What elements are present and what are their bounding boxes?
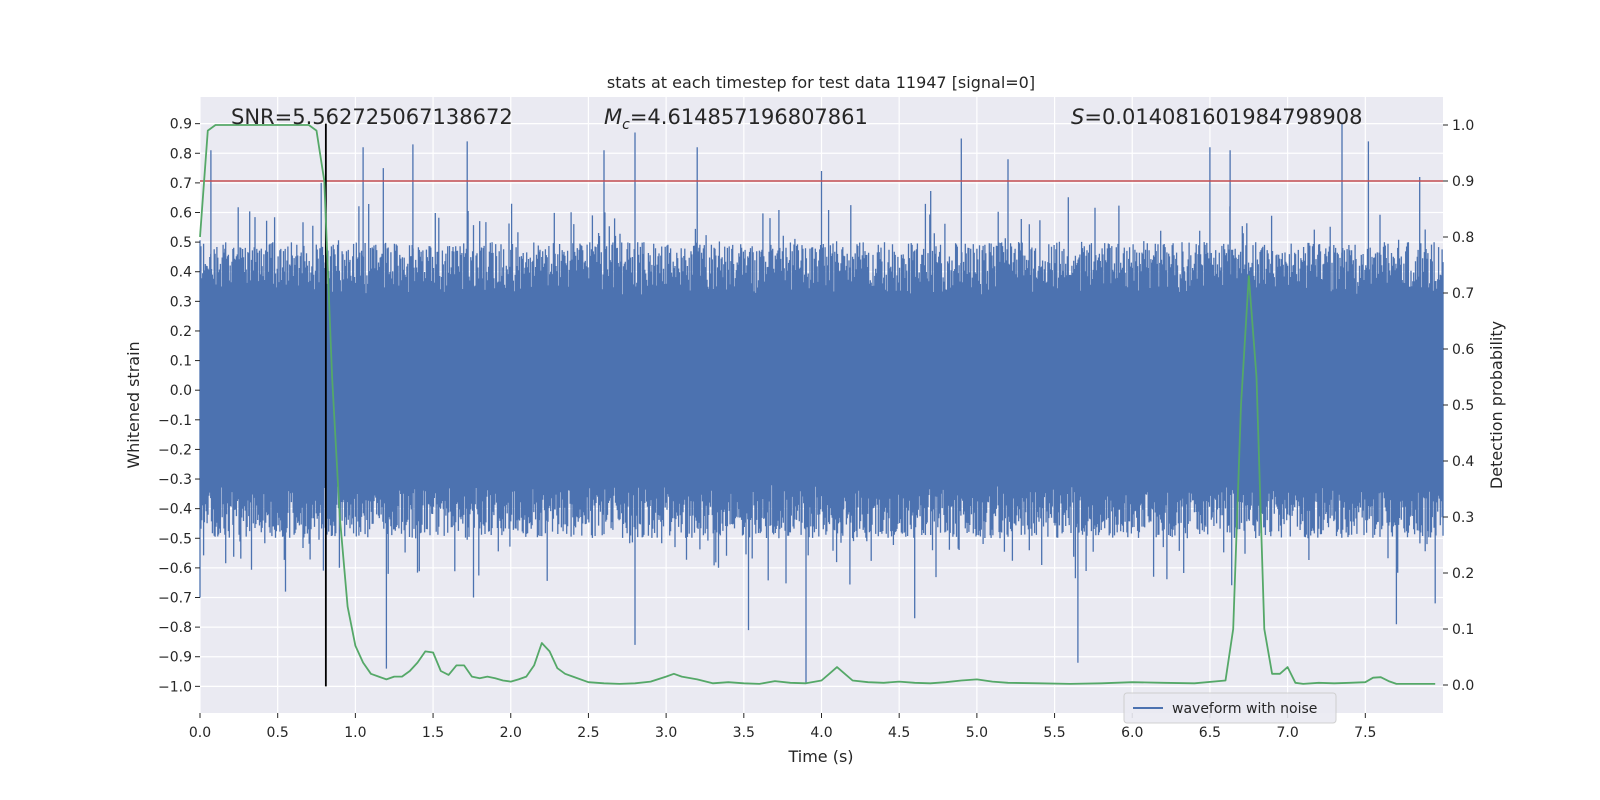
s-annotation: S=0.014081601984798908 [1071, 105, 1362, 129]
x-tick-label: 7.0 [1276, 725, 1298, 741]
y-right-tick-label: 0.4 [1452, 454, 1474, 470]
x-tick-label: 7.5 [1354, 725, 1376, 741]
y-left-tick-label: −0.4 [158, 502, 192, 518]
chart-title: stats at each timestep for test data 119… [607, 73, 1035, 92]
y-left-tick-label: −0.7 [158, 591, 192, 607]
legend-label: waveform with noise [1172, 701, 1317, 717]
y-left-tick-label: −0.9 [158, 650, 192, 666]
x-axis-ticks: 0.0 0.5 1.0 1.5 2.0 2.5 3.0 3.5 4.0 4.5 5.0 5.5 6.0 6… [189, 713, 1376, 741]
legend-box [1123, 692, 1337, 724]
y-left-tick-label: −0.2 [158, 442, 192, 458]
x-tick-label: 4.5 [888, 725, 910, 741]
chirp-mass-value: =4.614857196807861 [630, 105, 868, 129]
legend: waveform with noise [1123, 692, 1337, 724]
y-left-tick-label: 0.5 [170, 235, 192, 251]
y-right-tick-label: 0.2 [1452, 566, 1474, 582]
y-right-axis-label: Detection probability [1487, 321, 1506, 489]
x-tick-label: 5.5 [1043, 725, 1065, 741]
s-value: =0.014081601984798908 [1084, 105, 1362, 129]
y-right-tick-label: 0.0 [1452, 678, 1474, 694]
y-left-axis-label: Whitened strain [124, 341, 143, 468]
y-left-tick-label: −0.8 [158, 620, 192, 636]
y-left-tick-label: 0.4 [170, 265, 192, 281]
x-tick-label: 4.0 [810, 725, 832, 741]
y-left-tick-label: −0.3 [158, 472, 192, 488]
x-tick-label: 2.5 [577, 725, 599, 741]
y-left-tick-label: 0.3 [170, 294, 192, 310]
waveform-line [199, 123, 1444, 684]
x-tick-label: 1.0 [344, 725, 366, 741]
chirp-mass-annotation: Mc=4.614857196807861 [604, 105, 868, 133]
x-tick-label: 5.0 [966, 725, 988, 741]
y-left-tick-label: −0.1 [158, 413, 192, 429]
x-tick-label: 2.0 [500, 725, 522, 741]
y-left-tick-label: 0.0 [170, 383, 192, 399]
y-right-axis-ticks: 1.0 0.9 0.8 0.7 0.6 0.5 0.4 0.3 0.2 0.1 0.0 [1443, 118, 1474, 694]
x-tick-label: 0.5 [267, 725, 289, 741]
y-left-axis-ticks: 0.9 0.8 0.7 0.6 0.5 0.4 0.3 0.2 0.1 0.0 −0.1 −0.2 −0… [158, 117, 200, 695]
y-left-tick-label: 0.7 [170, 176, 192, 192]
y-right-tick-label: 1.0 [1452, 118, 1474, 134]
waveform-series [199, 123, 1444, 684]
s-symbol: S [1071, 105, 1084, 129]
x-tick-label: 1.5 [422, 725, 444, 741]
x-axis-label: Time (s) [787, 747, 853, 766]
detection-probability-line [199, 124, 1436, 685]
x-tick-label: 3.0 [655, 725, 677, 741]
detection-probability-series [199, 124, 1436, 685]
y-left-tick-label: −0.5 [158, 531, 192, 547]
y-left-tick-label: −0.6 [158, 561, 192, 577]
chirp-mass-subscript: c [622, 117, 630, 133]
x-tick-label: 6.5 [1199, 725, 1221, 741]
y-left-tick-label: 0.6 [170, 206, 192, 222]
y-right-tick-label: 0.5 [1452, 398, 1474, 414]
y-left-tick-label: 0.1 [170, 354, 192, 370]
y-left-tick-label: 0.8 [170, 146, 192, 162]
y-right-tick-label: 0.1 [1452, 622, 1474, 638]
x-tick-label: 6.0 [1121, 725, 1143, 741]
chirp-mass-symbol: M [604, 105, 622, 129]
y-right-tick-label: 0.9 [1452, 174, 1474, 190]
y-left-tick-label: 0.2 [170, 324, 192, 340]
x-tick-label: 3.5 [733, 725, 755, 741]
y-left-tick-label: −1.0 [158, 679, 192, 695]
snr-annotation: SNR=5.562725067138672 [231, 105, 513, 129]
y-right-tick-label: 0.8 [1452, 230, 1474, 246]
y-left-tick-label: 0.9 [170, 117, 192, 133]
y-right-tick-label: 0.6 [1452, 342, 1474, 358]
y-right-tick-label: 0.7 [1452, 286, 1474, 302]
x-tick-label: 0.0 [189, 725, 211, 741]
y-right-tick-label: 0.3 [1452, 510, 1474, 526]
